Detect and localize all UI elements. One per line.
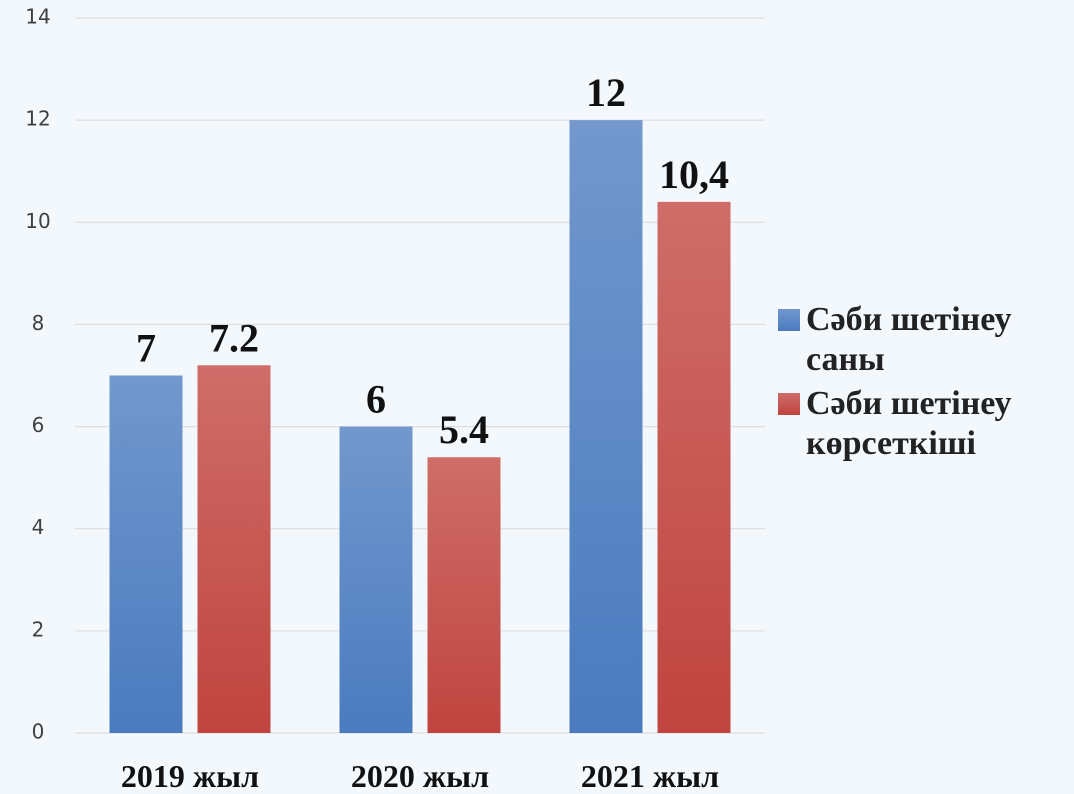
y-tick-label: 4: [32, 515, 45, 539]
bar: [569, 120, 643, 733]
y-tick-label: 10: [25, 209, 50, 233]
x-tick-label: 2020 жыл: [351, 758, 489, 794]
y-tick-label: 6: [32, 413, 45, 437]
x-tick-label: 2019 жыл: [121, 758, 259, 794]
legend-swatch: [778, 393, 800, 415]
y-tick-label: 0: [32, 720, 45, 744]
data-label: 6: [366, 377, 386, 422]
legend-item: Сәби шетінеу саны: [778, 300, 1068, 380]
data-label: 10,4: [659, 152, 729, 197]
y-tick-label: 8: [32, 311, 45, 335]
legend: Сәби шетінеу саны Сәби шетінеу көрсеткіші: [778, 300, 1068, 468]
data-label: 7.2: [209, 315, 259, 360]
legend-swatch: [778, 309, 800, 331]
legend-item: Сәби шетінеу көрсеткіші: [778, 384, 1068, 464]
bar: [657, 201, 731, 733]
bar: [109, 375, 183, 733]
data-label: 7: [136, 326, 156, 371]
data-label: 5.4: [439, 407, 489, 452]
bar: [339, 426, 413, 733]
data-label: 12: [586, 70, 626, 115]
y-tick-label: 12: [25, 107, 50, 131]
bar: [197, 365, 271, 733]
legend-label: Сәби шетінеу көрсеткіші: [806, 385, 1012, 462]
x-tick-label: 2021 жыл: [581, 758, 719, 794]
bar: [427, 457, 501, 733]
y-tick-label: 2: [32, 617, 45, 641]
legend-label: Сәби шетінеу саны: [806, 301, 1012, 378]
y-tick-label: 14: [25, 5, 50, 29]
